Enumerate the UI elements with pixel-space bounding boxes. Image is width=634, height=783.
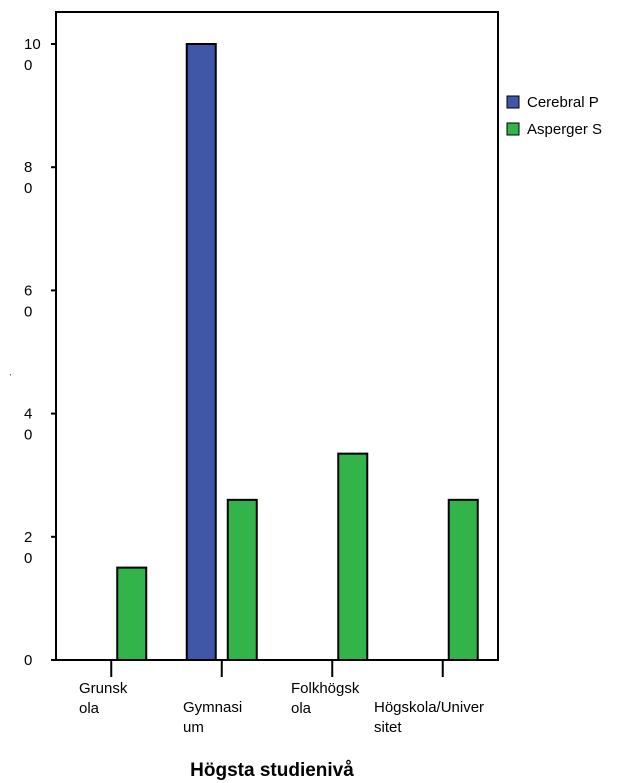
bar-asperger-s-3 <box>447 498 479 661</box>
y-tick-label: 0 <box>24 652 32 669</box>
plot-frame <box>55 11 499 661</box>
legend-label-cerebral-p: Cerebral P <box>527 94 599 111</box>
y-axis-label: ' <box>10 374 11 381</box>
x-tick-label: Grunsk ola <box>79 680 128 717</box>
bar-cerebral-p-1 <box>185 43 217 661</box>
plot-area <box>55 11 499 662</box>
legend: Cerebral P Asperger S <box>506 94 602 138</box>
legend-label-asperger-s: Asperger S <box>527 121 602 138</box>
bar-asperger-s-1 <box>226 498 258 661</box>
x-tick-label: Folkhögsk ola <box>291 680 360 717</box>
legend-swatch-cerebral-p <box>506 95 520 109</box>
x-axis-label: Högsta studienivå <box>190 760 354 781</box>
x-tick-label: Högskola/Univer sitet <box>374 699 484 736</box>
x-axis: Grunsk ola Gymnasi um Folkhögsk ola Högskola/U… <box>79 660 484 736</box>
bar-group <box>76 43 479 662</box>
legend-swatch-asperger-s <box>506 122 520 136</box>
y-axis: 0 2 0 4 0 6 0 8 0 10 0 <box>24 36 56 669</box>
x-tick-label: Gymnasi um <box>183 699 242 736</box>
bar-asperger-s-2 <box>337 452 369 662</box>
bar-asperger-s-0 <box>116 566 148 661</box>
y-tick-label: 10 0 <box>24 36 41 74</box>
